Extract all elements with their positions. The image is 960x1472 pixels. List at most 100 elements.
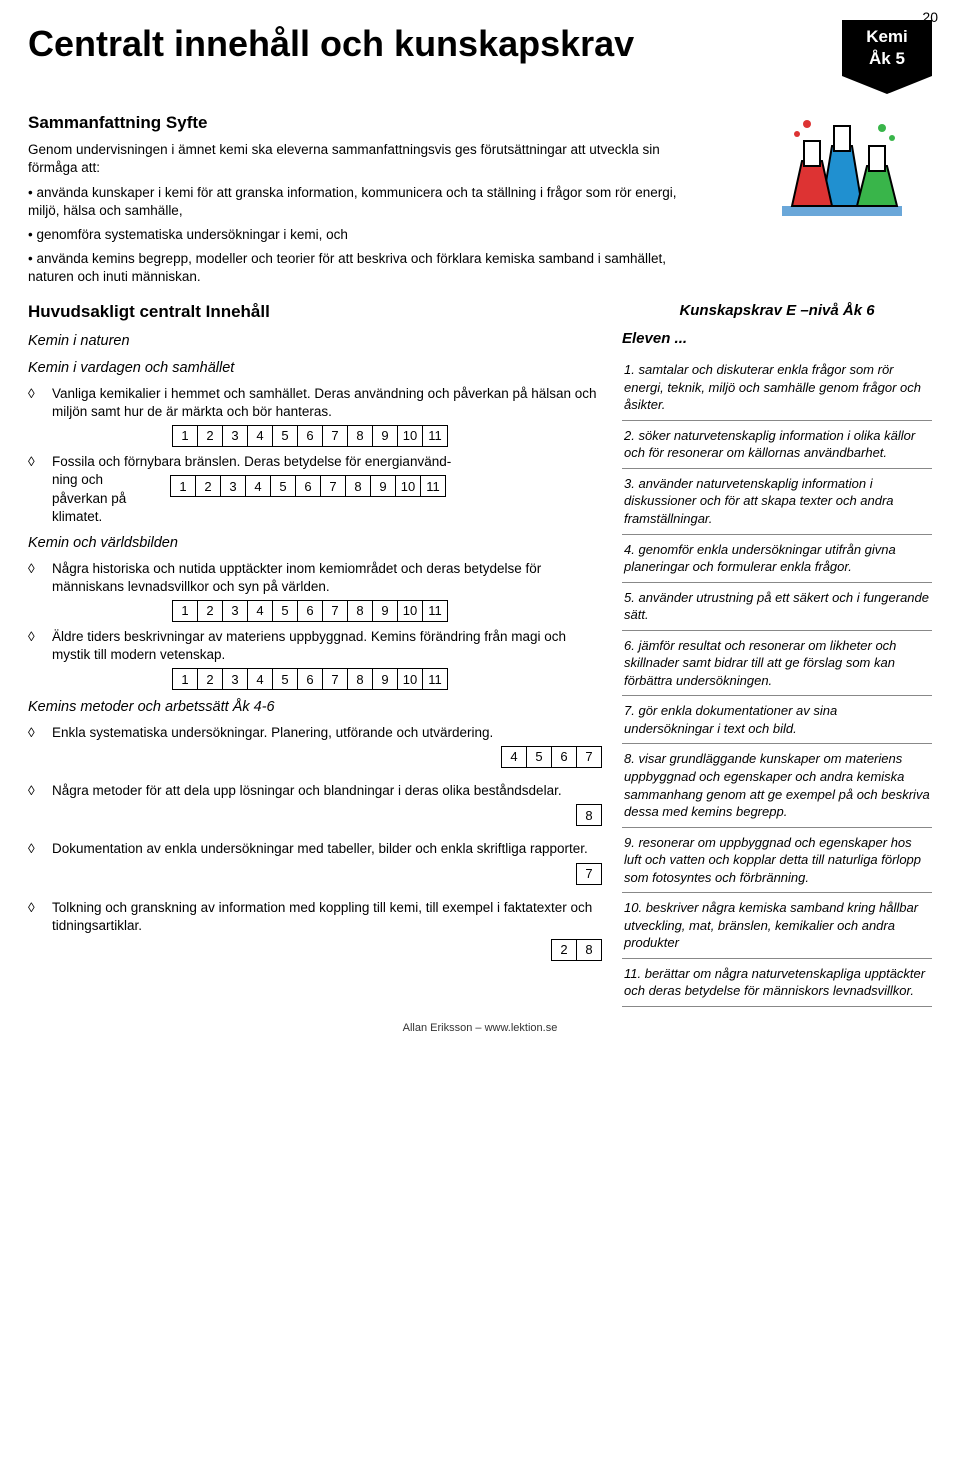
number-cell: 9 — [370, 475, 396, 497]
number-strip: 1234567891011 — [172, 668, 448, 690]
diamond-bullet: ◊ — [28, 782, 42, 826]
number-strip: 1234567891011 — [172, 600, 448, 622]
number-cell: 1 — [172, 425, 198, 447]
number-cell: 8 — [576, 939, 602, 961]
number-cell: 10 — [395, 475, 421, 497]
requirement-item: 9. resonerar om uppbyggnad och egenskape… — [622, 828, 932, 894]
tag-arrow: Kemi Åk 5 — [842, 20, 932, 94]
number-strip: 1234567891011 — [172, 425, 448, 447]
diamond-bullet: ◊ — [28, 453, 42, 526]
number-cell: 6 — [297, 600, 323, 622]
number-cell: 3 — [222, 425, 248, 447]
content-item: ◊ Fossila och förnybara bränslen. Deras … — [28, 453, 602, 526]
number-cell: 7 — [320, 475, 346, 497]
item-text: Dokumentation av enkla undersökningar me… — [52, 841, 588, 856]
number-cell: 9 — [372, 425, 398, 447]
requirement-item: 3. använder naturvetenskaplig informatio… — [622, 469, 932, 535]
tag-line2: Åk 5 — [856, 48, 918, 70]
requirement-item: 4. genomför enkla undersökningar utifrån… — [622, 535, 932, 583]
number-cell: 9 — [372, 668, 398, 690]
content-item: ◊ Enkla systematiska undersökningar. Pla… — [28, 724, 602, 768]
number-cell: 3 — [222, 600, 248, 622]
number-strip: 7 — [52, 863, 602, 885]
number-cell: 5 — [272, 668, 298, 690]
number-cell: 11 — [422, 668, 448, 690]
item-text: Äldre tiders beskrivningar av materiens … — [52, 629, 566, 662]
tag-body: Kemi Åk 5 — [842, 20, 932, 76]
item-text-cont: ning och påverkan på klimatet. — [52, 471, 162, 526]
number-cell: 5 — [272, 425, 298, 447]
number-cell: 7 — [322, 425, 348, 447]
number-cell: 5 — [526, 746, 552, 768]
footer: Allan Eriksson – www.lektion.se — [28, 1021, 932, 1036]
number-cell: 4 — [247, 600, 273, 622]
number-cell: 3 — [220, 475, 246, 497]
number-cell: 2 — [551, 939, 577, 961]
number-cell: 6 — [551, 746, 577, 768]
diamond-bullet: ◊ — [28, 560, 42, 622]
number-cell: 7 — [322, 668, 348, 690]
summary-intro: Genom undervisningen i ämnet kemi ska el… — [28, 141, 698, 177]
number-cell: 3 — [222, 668, 248, 690]
number-cell: 1 — [172, 600, 198, 622]
number-strip: 1234567891011 — [170, 475, 446, 497]
content-item: ◊ Några historiska och nutida upptäckter… — [28, 560, 602, 622]
tag-triangle — [842, 76, 932, 94]
number-cell: 8 — [576, 804, 602, 826]
content-item: ◊ Äldre tiders beskrivningar av materien… — [28, 628, 602, 690]
tag-line1: Kemi — [856, 26, 918, 48]
number-cell: 8 — [347, 668, 373, 690]
number-cell: 5 — [272, 600, 298, 622]
requirement-item: 8. visar grundläggande kunskaper om mate… — [622, 744, 932, 827]
section-title-3: Kemin och världsbilden — [28, 534, 602, 554]
diamond-bullet: ◊ — [28, 899, 42, 961]
requirement-item: 10. beskriver några kemiska samband krin… — [622, 893, 932, 959]
requirements-list: 1. samtalar och diskuterar enkla frågor … — [622, 355, 932, 1007]
item-text: Enkla systematiska undersökningar. Plane… — [52, 725, 493, 740]
header-row: Centralt innehåll och kunskapskrav Kemi … — [28, 20, 932, 94]
item-text: Vanliga kemikalier i hemmet och samhälle… — [52, 386, 597, 419]
item-text: Tolkning och granskning av information m… — [52, 900, 592, 933]
number-cell: 10 — [397, 425, 423, 447]
item-text: Några historiska och nutida upptäckter i… — [52, 561, 541, 594]
requirement-item: 2. söker naturvetenskaplig information i… — [622, 421, 932, 469]
number-cell: 7 — [576, 863, 602, 885]
section-title-2: Kemin i vardagen och samhället — [28, 359, 602, 379]
summary-bullet: • använda kemins begrepp, modeller och t… — [28, 250, 698, 286]
number-cell: 6 — [295, 475, 321, 497]
number-cell: 1 — [172, 668, 198, 690]
item-text: Några metoder för att dela upp lösningar… — [52, 783, 562, 798]
number-cell: 8 — [347, 425, 373, 447]
number-cell: 4 — [501, 746, 527, 768]
requirement-item: 1. samtalar och diskuterar enkla frågor … — [622, 355, 932, 421]
number-cell: 10 — [397, 668, 423, 690]
requirement-item: 5. använder utrustning på ett säkert och… — [622, 583, 932, 631]
item-text: Fossila och förnybara bränslen. Deras be… — [52, 453, 602, 471]
content-item: ◊ Tolkning och granskning av information… — [28, 899, 602, 961]
requirement-item: 11. berättar om några naturvetenskapliga… — [622, 959, 932, 1007]
number-cell: 7 — [576, 746, 602, 768]
number-cell: 11 — [422, 600, 448, 622]
number-cell: 1 — [170, 475, 196, 497]
number-cell: 2 — [197, 425, 223, 447]
number-cell: 7 — [322, 600, 348, 622]
number-strip: 8 — [52, 804, 602, 826]
number-cell: 5 — [270, 475, 296, 497]
number-cell: 10 — [397, 600, 423, 622]
number-cell: 11 — [420, 475, 446, 497]
section-title-4: Kemins metoder och arbetssätt Åk 4-6 — [28, 698, 602, 718]
content-item: ◊ Några metoder för att dela upp lösning… — [28, 782, 602, 826]
number-cell: 4 — [245, 475, 271, 497]
diamond-bullet: ◊ — [28, 840, 42, 884]
summary-bullet: • genomföra systematiska undersökningar … — [28, 226, 698, 244]
content-item: ◊ Vanliga kemikalier i hemmet och samhäl… — [28, 385, 602, 447]
diamond-bullet: ◊ — [28, 628, 42, 690]
number-cell: 2 — [195, 475, 221, 497]
requirements-title: Kunskapskrav E –nivå Åk 6 — [622, 301, 932, 321]
number-cell: 6 — [297, 425, 323, 447]
number-cell: 9 — [372, 600, 398, 622]
right-column: Kunskapskrav E –nivå Åk 6 Eleven ... 1. … — [622, 301, 932, 1007]
diamond-bullet: ◊ — [28, 724, 42, 768]
content-item: ◊ Dokumentation av enkla undersökningar … — [28, 840, 602, 884]
number-cell: 4 — [247, 425, 273, 447]
